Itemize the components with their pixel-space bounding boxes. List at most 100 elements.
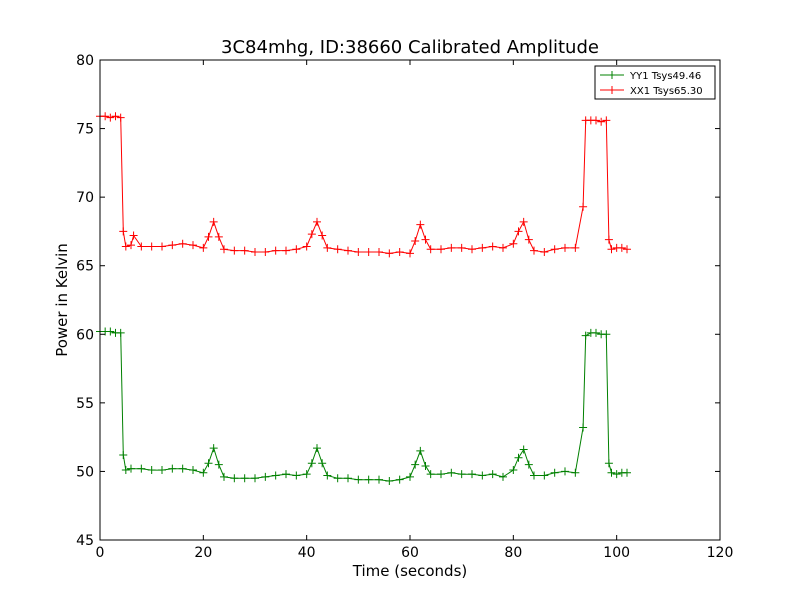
data-point (178, 239, 187, 248)
legend: YY1 Tsys49.46 XX1 Tsys65.30 (594, 65, 716, 100)
data-point (189, 466, 197, 475)
data-point (602, 116, 611, 125)
data-point (344, 474, 352, 483)
data-point (230, 246, 239, 255)
data-point (426, 245, 435, 254)
data-point (333, 474, 342, 483)
x-tick-label: 100 (603, 545, 630, 561)
data-point (251, 248, 259, 256)
data-point (411, 460, 420, 469)
data-point (307, 230, 316, 239)
data-point (499, 243, 507, 252)
data-point (488, 242, 497, 251)
data-point (375, 248, 383, 256)
data-point (313, 217, 321, 226)
data-point (607, 468, 616, 477)
data-point (209, 217, 218, 226)
x-tick-label: 60 (401, 545, 419, 561)
x-axis-label: Time (seconds) (352, 562, 468, 580)
data-point (307, 459, 316, 468)
series-0 (96, 327, 631, 486)
data-point (571, 468, 580, 477)
data-point (189, 241, 197, 250)
y-tick-label: 60 (76, 327, 94, 343)
data-point (137, 464, 146, 473)
data-point (214, 232, 223, 241)
y-tick-label: 65 (76, 259, 94, 275)
data-point (220, 472, 228, 481)
data-point (447, 243, 456, 252)
data-point (416, 446, 425, 455)
data-point (121, 242, 130, 251)
y-tick-label: 55 (76, 396, 94, 412)
data-point (540, 471, 549, 480)
x-tick-label: 0 (96, 545, 105, 561)
series-line (100, 331, 627, 482)
data-point (106, 113, 115, 122)
y-tick-label: 80 (76, 53, 94, 69)
data-point (411, 237, 420, 246)
data-point (579, 202, 588, 211)
data-point (137, 242, 146, 251)
data-point (488, 470, 497, 479)
data-point (519, 445, 528, 454)
data-point (127, 464, 135, 473)
data-point (323, 471, 332, 480)
data-point (499, 472, 507, 481)
data-point (158, 242, 166, 251)
data-point (623, 468, 631, 477)
legend-swatch-marker (608, 86, 616, 94)
data-point (426, 470, 435, 479)
data-point (292, 245, 301, 254)
data-point (204, 459, 213, 468)
x-tick-label: 40 (298, 545, 316, 561)
legend-frame (594, 65, 716, 100)
data-point (271, 246, 280, 255)
data-point (457, 243, 466, 252)
data-point (344, 246, 352, 255)
data-point (323, 243, 332, 252)
data-point (550, 245, 559, 254)
data-point (468, 245, 476, 254)
data-point (530, 471, 538, 480)
data-point (313, 444, 321, 453)
data-point (421, 235, 430, 244)
data-point (514, 453, 523, 462)
data-point (571, 243, 580, 252)
data-point (199, 243, 208, 252)
data-point (509, 239, 518, 248)
data-point (271, 471, 280, 480)
data-point (519, 217, 528, 226)
data-point (550, 468, 559, 477)
data-point (592, 116, 600, 125)
y-tick-label: 75 (76, 122, 94, 138)
data-point (612, 470, 621, 479)
data-point (540, 248, 549, 256)
data-point (364, 248, 373, 256)
data-point (147, 466, 156, 475)
data-point (385, 249, 394, 258)
data-point (214, 460, 223, 469)
data-point (302, 242, 311, 251)
data-point (561, 467, 569, 476)
data-point (524, 460, 533, 469)
data-point (261, 472, 270, 481)
data-point (240, 474, 249, 483)
data-point (220, 245, 228, 254)
data-point (282, 246, 290, 255)
data-point (592, 328, 600, 337)
data-point (395, 475, 404, 484)
data-point (530, 246, 538, 255)
plot-frame (99, 59, 721, 541)
x-tick-label: 80 (504, 545, 522, 561)
data-point (604, 235, 613, 244)
data-point (617, 243, 626, 252)
legend-label: YY1 Tsys49.46 (629, 71, 701, 82)
legend-items: YY1 Tsys49.46 XX1 Tsys65.30 (600, 71, 703, 97)
data-point (406, 249, 414, 258)
data-point (468, 470, 476, 479)
data-point (597, 117, 606, 126)
data-point (119, 450, 128, 459)
data-point (292, 471, 301, 480)
